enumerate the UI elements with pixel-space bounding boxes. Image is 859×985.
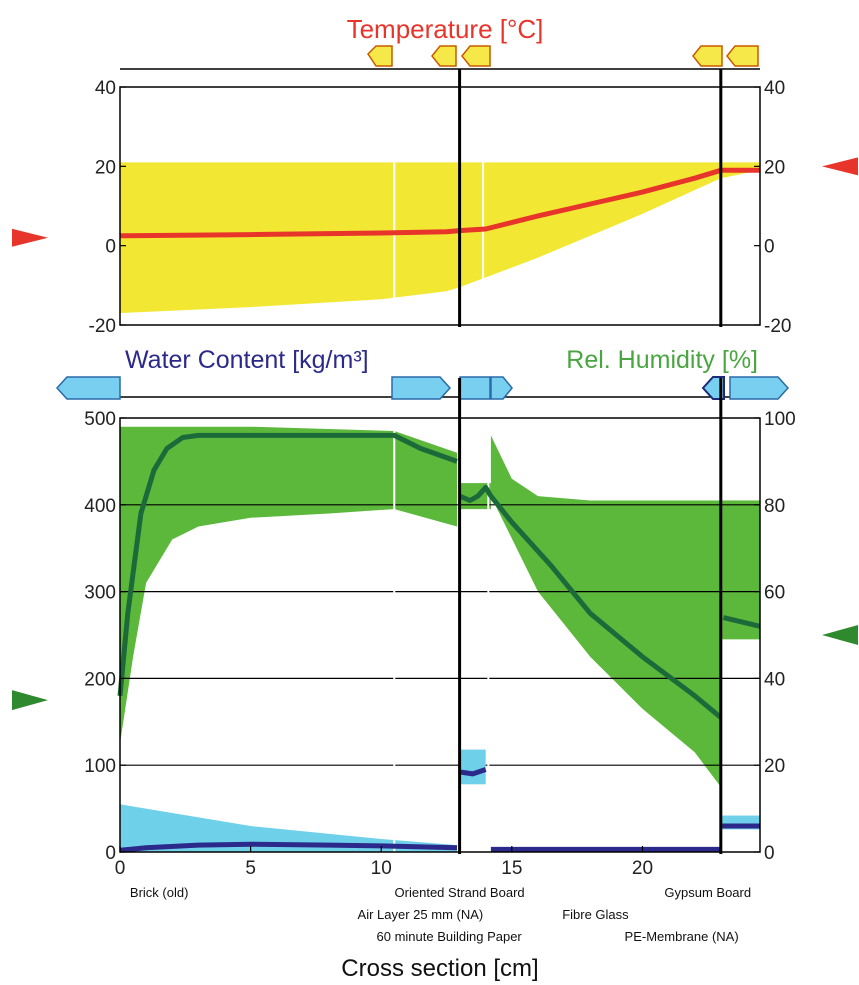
material-label: Oriented Strand Board [395, 885, 525, 900]
x-tick-label: 0 [115, 858, 126, 879]
rh-band-gypsum [722, 500, 760, 640]
temp-layer-marker-3 [461, 45, 491, 67]
rh-line-segment-4 [722, 615, 761, 629]
rh-band-fibreglass [490, 435, 721, 787]
temperature-plot-frame [119, 86, 761, 326]
x-tick-label: 10 [371, 858, 392, 879]
temp-layer-marker-1 [367, 45, 393, 67]
temp-y-tick-label: 20 [95, 157, 116, 178]
rh-y2-tick-label: 0 [764, 843, 775, 864]
temp-outside-marker [12, 228, 48, 247]
wc-y-tick-label: 200 [84, 669, 116, 690]
rh-y2-tick-label: 40 [764, 669, 785, 690]
wc-y-tick-label: 400 [84, 496, 116, 517]
moisture-plot-frame [119, 417, 761, 853]
rh-outside-marker [12, 690, 48, 711]
temp-inside-marker [822, 157, 858, 176]
rh-line-segment-1 [117, 432, 458, 697]
wc-layer-marker-air [391, 376, 452, 400]
temp-y2-tick-label: 0 [764, 237, 775, 258]
rh-y2-tick-label: 60 [764, 583, 785, 604]
material-label: 60 minute Building Paper [377, 929, 523, 944]
material-label: Gypsum Board [664, 885, 751, 900]
moisture-layer-markers [55, 376, 790, 400]
temperature-line [119, 167, 760, 239]
temp-layer-marker-2 [431, 45, 457, 67]
wc-layer-marker-gypsum [729, 376, 790, 400]
x-tick-label: 5 [245, 858, 256, 879]
water-content-title: Water Content [kg/m³] [125, 346, 369, 374]
rel-humidity-title: Rel. Humidity [%] [566, 346, 758, 374]
rh-y2-tick-label: 20 [764, 756, 785, 777]
temperature-panel: Temperature [°C] 40 20 0 -20 40 20 0 -20 [12, 14, 858, 337]
temp-y-tick-label: 40 [95, 78, 116, 99]
rh-y2-tick-label: 80 [764, 496, 785, 517]
moisture-panel: Water Content [kg/m³] Rel. Humidity [%] … [12, 346, 858, 982]
temp-y2-tick-label: 20 [764, 157, 785, 178]
wc-band-brick [120, 804, 457, 852]
wc-layer-marker-pe [701, 376, 725, 400]
wc-line-segment-1 [119, 841, 458, 853]
rh-y2-tick-label: 100 [764, 409, 796, 430]
material-label: Brick (old) [130, 885, 189, 900]
material-label: PE-Membrane (NA) [625, 929, 739, 944]
temp-y-tick-label: 0 [105, 237, 116, 258]
temperature-plot-area [119, 69, 761, 327]
rh-band-brick [120, 426, 457, 744]
wc-y-tick-label: 300 [84, 583, 116, 604]
temp-y2-tick-label: -20 [764, 316, 791, 337]
rh-inside-marker [822, 625, 858, 645]
x-tick-label: 15 [501, 858, 522, 879]
wc-line-segment-2 [460, 767, 487, 777]
temperature-layer-markers [367, 45, 759, 67]
temperature-title: Temperature [°C] [347, 14, 544, 44]
material-label: Air Layer 25 mm (NA) [358, 907, 484, 922]
rh-line-segment-3 [488, 494, 723, 720]
wc-y-tick-label: 500 [84, 409, 116, 430]
temp-y-tick-label: -20 [89, 316, 116, 337]
rh-line-segment-2 [458, 484, 494, 503]
x-tick-label: 20 [632, 858, 653, 879]
wc-layer-marker-paper [490, 376, 513, 400]
temp-y2-tick-label: 40 [764, 78, 785, 99]
material-label: Fibre Glass [562, 907, 629, 922]
temperature-ticks: 40 20 0 -20 40 20 0 -20 [12, 78, 858, 337]
wc-layer-marker-brick [55, 376, 121, 400]
x-axis-title: Cross section [cm] [341, 955, 538, 982]
temp-layer-marker-4 [692, 45, 723, 67]
wc-band-osb [460, 749, 486, 785]
moisture-plot-area [117, 378, 761, 854]
material-labels: Brick (old) Oriented Strand Board Gypsum B… [130, 885, 751, 944]
wc-y-tick-label: 100 [84, 756, 116, 777]
wc-layer-marker-osb [459, 376, 491, 400]
wc-y-tick-label: 0 [105, 843, 116, 864]
temp-layer-marker-5 [726, 45, 759, 67]
